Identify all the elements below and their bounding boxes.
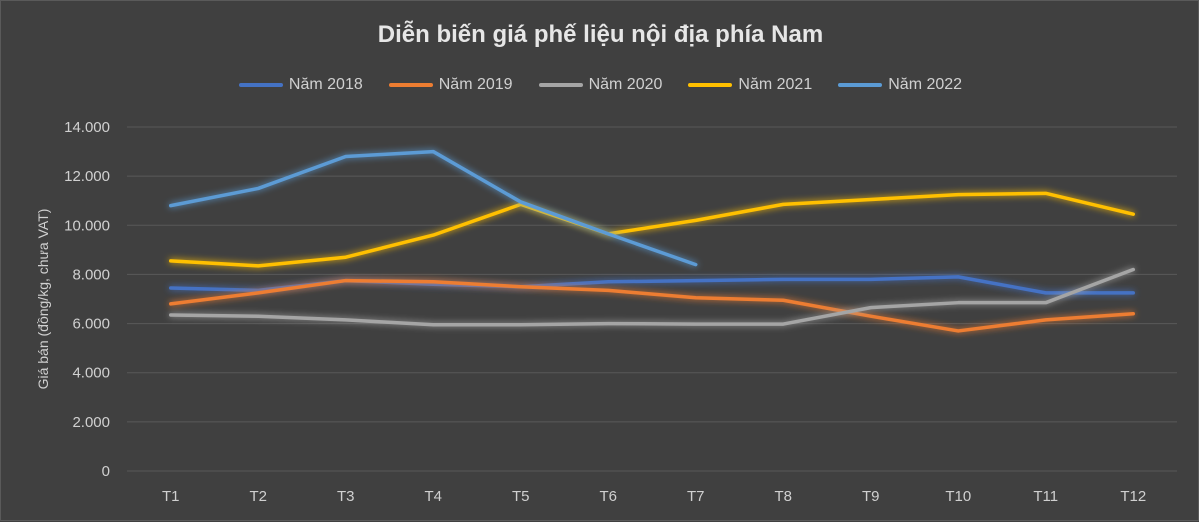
y-tick-label: 14.000 [64, 119, 110, 136]
legend-swatch [688, 83, 733, 87]
x-tick-label: T4 [424, 488, 442, 505]
x-tick-label: T12 [1120, 488, 1146, 505]
x-tick-label: T10 [945, 488, 971, 505]
legend-label: Năm 2020 [588, 76, 663, 93]
x-tick-label: T2 [249, 488, 267, 505]
x-tick-label: T7 [687, 488, 705, 505]
series-line-5 [169, 149, 698, 267]
legend-swatch [538, 83, 583, 87]
legend-label: Năm 2022 [888, 76, 963, 93]
x-tick-label: T6 [599, 488, 617, 505]
x-tick-label: T3 [337, 488, 355, 505]
legend-item: Năm 2019 [388, 76, 513, 94]
y-tick-label: 0 [102, 463, 110, 480]
x-tick-label: T8 [774, 488, 792, 505]
series-line-4 [169, 191, 1135, 268]
series-line-2 [169, 278, 1135, 333]
x-tick-label: T1 [162, 488, 180, 505]
chart-legend: Năm 2018 Năm 2019 Năm 2020 Năm 2021 Năm 2022 [1, 76, 1199, 94]
y-tick-label: 6.000 [72, 316, 110, 333]
chart-title: Diễn biến giá phế liệu nội địa phía Nam [377, 21, 824, 48]
y-tick-label: 8.000 [72, 266, 110, 283]
y-tick-label: 12.000 [64, 168, 110, 185]
legend-label: Năm 2018 [288, 76, 363, 93]
series-line-3 [169, 267, 1135, 327]
y-tick-label: 4.000 [72, 365, 110, 382]
legend-label: Năm 2019 [438, 76, 513, 93]
legend-item: Năm 2021 [688, 76, 812, 94]
legend-swatch [238, 83, 283, 87]
y-tick-label: 10.000 [64, 217, 110, 234]
legend-item: Năm 2018 [238, 76, 363, 94]
legend-swatch [388, 83, 433, 87]
legend-item: Năm 2020 [538, 76, 663, 94]
x-tick-label: T9 [862, 488, 880, 505]
legend-label: Năm 2021 [738, 76, 813, 93]
x-tick-label: T11 [1033, 488, 1058, 505]
y-tick-label: 2.000 [72, 414, 110, 431]
x-tick-label: T5 [512, 488, 530, 505]
legend-item: Năm 2022 [838, 76, 962, 94]
legend-swatch [838, 83, 883, 87]
